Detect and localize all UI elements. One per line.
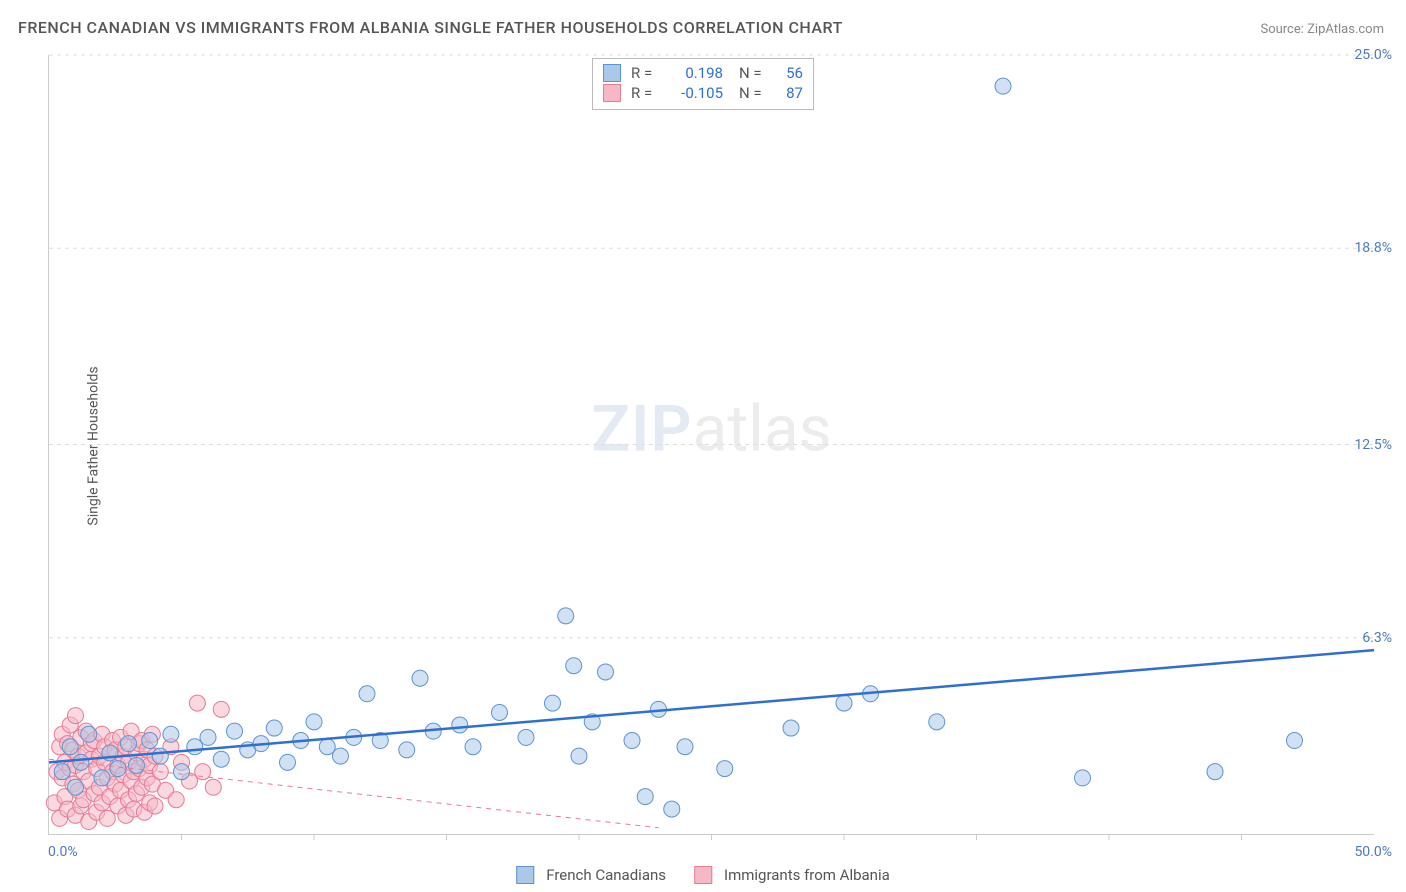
legend-item-1: Immigrants from Albania bbox=[694, 866, 890, 884]
stats-swatch-0 bbox=[603, 64, 621, 82]
bottom-legend: French Canadians Immigrants from Albania bbox=[516, 866, 890, 884]
y-tick-label: 18.8% bbox=[1354, 240, 1392, 256]
stat-n-label-1: N = bbox=[739, 84, 767, 102]
legend-swatch-1 bbox=[694, 866, 712, 884]
stat-n-val-0: 56 bbox=[773, 64, 803, 82]
stat-n-val-1: 87 bbox=[773, 84, 803, 102]
stat-n-label-0: N = bbox=[739, 64, 767, 82]
legend-swatch-0 bbox=[516, 866, 534, 884]
x-max-label: 50.0% bbox=[1354, 844, 1392, 860]
stats-row-1: R = -0.105 N = 87 bbox=[603, 83, 803, 103]
stat-r-label-0: R = bbox=[631, 64, 659, 82]
stats-swatch-1 bbox=[603, 84, 621, 102]
stat-r-val-0: 0.198 bbox=[665, 64, 723, 82]
source-attribution: Source: ZipAtlas.com bbox=[1260, 22, 1384, 37]
y-tick-label: 12.5% bbox=[1354, 437, 1392, 453]
legend-label-1: Immigrants from Albania bbox=[724, 866, 890, 884]
stats-legend: R = 0.198 N = 56 R = -0.105 N = 87 bbox=[592, 58, 814, 110]
legend-item-0: French Canadians bbox=[516, 866, 666, 884]
plot-area: ZIPatlas bbox=[48, 55, 1374, 835]
y-tick-label: 6.3% bbox=[1362, 630, 1392, 646]
chart-svg bbox=[49, 55, 1374, 834]
stat-r-val-1: -0.105 bbox=[665, 84, 723, 102]
stats-row-0: R = 0.198 N = 56 bbox=[603, 63, 803, 83]
x-min-label: 0.0% bbox=[48, 844, 78, 860]
y-tick-label: 25.0% bbox=[1354, 47, 1392, 63]
chart-title: FRENCH CANADIAN VS IMMIGRANTS FROM ALBAN… bbox=[18, 18, 843, 37]
legend-label-0: French Canadians bbox=[546, 866, 666, 884]
stat-r-label-1: R = bbox=[631, 84, 659, 102]
